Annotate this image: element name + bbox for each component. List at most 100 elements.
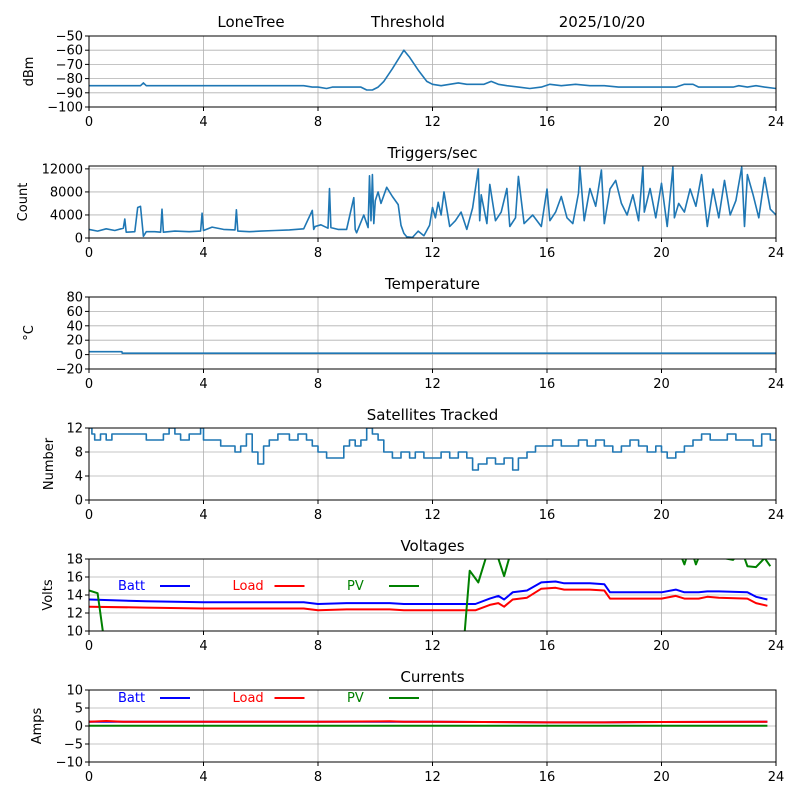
y-axis-label: Count bbox=[16, 183, 31, 222]
y-tick-label: −10 bbox=[56, 756, 83, 771]
panel-title: Currents bbox=[400, 668, 464, 686]
x-tick-label: 16 bbox=[539, 115, 556, 130]
legend-label-batt: Batt bbox=[118, 691, 145, 706]
y-tick-label: 60 bbox=[66, 305, 83, 320]
legend: Batt Load PV bbox=[118, 691, 419, 706]
x-tick-label: 16 bbox=[539, 377, 556, 392]
y-tick-label: −60 bbox=[56, 44, 83, 59]
x-tick-label: 8 bbox=[314, 770, 322, 785]
panel-voltages: 0 4 8 12 16 20 24 10 12 14 16 18 Voltages Volts Batt Lo… bbox=[41, 537, 785, 654]
y-tick-label: 16 bbox=[66, 571, 83, 586]
panel-satellites: 0 4 8 12 16 20 24 0 4 8 12 Satellites Tracked Number bbox=[42, 406, 784, 523]
y-tick-label: 5 bbox=[75, 702, 83, 717]
x-tick-label: 0 bbox=[85, 115, 93, 130]
series-line-signal bbox=[89, 49, 776, 91]
x-tick-label: 24 bbox=[768, 770, 785, 785]
x-tick-label: 24 bbox=[768, 639, 785, 654]
x-tick-label: 12 bbox=[424, 246, 441, 261]
header-station: LoneTree bbox=[217, 13, 284, 31]
x-tick-label: 20 bbox=[653, 377, 670, 392]
y-tick-label: 12000 bbox=[42, 162, 83, 177]
y-tick-label: 80 bbox=[66, 291, 83, 306]
x-tick-label: 0 bbox=[85, 639, 93, 654]
series-group bbox=[89, 428, 776, 471]
y-tick-label: 0 bbox=[75, 494, 83, 509]
y-tick-label: 10 bbox=[66, 625, 83, 640]
header-date: 2025/10/20 bbox=[559, 13, 645, 31]
x-tick-label: 0 bbox=[85, 508, 93, 523]
x-tick-label: 12 bbox=[424, 115, 441, 130]
legend-label-load: Load bbox=[233, 691, 264, 706]
series-line-load bbox=[89, 720, 768, 724]
legend-label-pv: PV bbox=[347, 579, 364, 594]
y-tick-label: 8 bbox=[75, 446, 83, 461]
x-tick-label: 20 bbox=[653, 246, 670, 261]
x-tick-label: 24 bbox=[768, 377, 785, 392]
legend-label-batt: Batt bbox=[118, 579, 145, 594]
panel-signal: 0 4 8 12 16 20 24 −100−90−80−70−60−50 dBm bbox=[22, 30, 784, 131]
series-line-temperature bbox=[89, 350, 776, 355]
x-tick-label: 4 bbox=[199, 115, 207, 130]
x-tick-label: 20 bbox=[653, 770, 670, 785]
x-tick-label: 4 bbox=[199, 639, 207, 654]
x-tick-label: 8 bbox=[314, 377, 322, 392]
series-group bbox=[89, 559, 772, 631]
y-tick-label: −90 bbox=[56, 86, 83, 101]
y-tick-label: 8000 bbox=[50, 185, 83, 200]
y-tick-label: 0 bbox=[75, 348, 83, 363]
y-tick-label: −50 bbox=[56, 30, 83, 45]
series-group bbox=[89, 49, 776, 91]
x-tick-label: 4 bbox=[199, 508, 207, 523]
legend: Batt Load PV bbox=[118, 579, 419, 594]
y-tick-label: −5 bbox=[64, 738, 83, 753]
legend-label-load: Load bbox=[233, 579, 264, 594]
series-line-load bbox=[89, 586, 768, 612]
x-tick-label: 0 bbox=[85, 246, 93, 261]
panel-title: Temperature bbox=[384, 275, 480, 293]
x-tick-label: 8 bbox=[314, 115, 322, 130]
x-tick-label: 24 bbox=[768, 246, 785, 261]
x-tick-label: 24 bbox=[768, 115, 785, 130]
x-tick-label: 12 bbox=[424, 770, 441, 785]
x-tick-label: 16 bbox=[539, 508, 556, 523]
y-axis-label: dBm bbox=[22, 57, 37, 87]
y-tick-label: 20 bbox=[66, 334, 83, 349]
x-tick-label: 24 bbox=[768, 508, 785, 523]
x-tick-label: 8 bbox=[314, 639, 322, 654]
x-tick-label: 0 bbox=[85, 377, 93, 392]
y-tick-label: 0 bbox=[75, 232, 83, 247]
y-axis-label: Volts bbox=[41, 579, 56, 611]
y-axis-label: °C bbox=[22, 325, 37, 341]
x-tick-label: 12 bbox=[424, 377, 441, 392]
series-line-triggers bbox=[89, 166, 776, 238]
x-tick-label: 16 bbox=[539, 770, 556, 785]
y-axis-label: Amps bbox=[30, 707, 45, 744]
x-tick-label: 4 bbox=[199, 770, 207, 785]
y-tick-label: −80 bbox=[56, 72, 83, 87]
series-group bbox=[89, 720, 768, 727]
legend-label-pv: PV bbox=[347, 691, 364, 706]
series-group bbox=[89, 350, 776, 355]
y-tick-label: 40 bbox=[66, 319, 83, 334]
y-tick-label: −100 bbox=[47, 101, 83, 116]
panel-title: Triggers/sec bbox=[387, 144, 478, 162]
x-tick-label: 8 bbox=[314, 246, 322, 261]
x-tick-label: 16 bbox=[539, 639, 556, 654]
x-tick-label: 20 bbox=[653, 115, 670, 130]
y-tick-label: 10 bbox=[66, 684, 83, 699]
y-tick-label: 18 bbox=[66, 553, 83, 568]
y-tick-label: 12 bbox=[66, 422, 83, 437]
y-tick-label: 4000 bbox=[50, 208, 83, 223]
x-tick-label: 8 bbox=[314, 508, 322, 523]
series-line-batt bbox=[89, 580, 768, 605]
series-line-pv bbox=[89, 559, 772, 631]
series-line-satellites bbox=[89, 428, 776, 471]
y-tick-label: 0 bbox=[75, 720, 83, 735]
panel-title: Voltages bbox=[400, 537, 464, 555]
x-tick-label: 4 bbox=[199, 377, 207, 392]
y-axis-label: Number bbox=[42, 437, 57, 490]
header-mode: Threshold bbox=[370, 13, 445, 31]
